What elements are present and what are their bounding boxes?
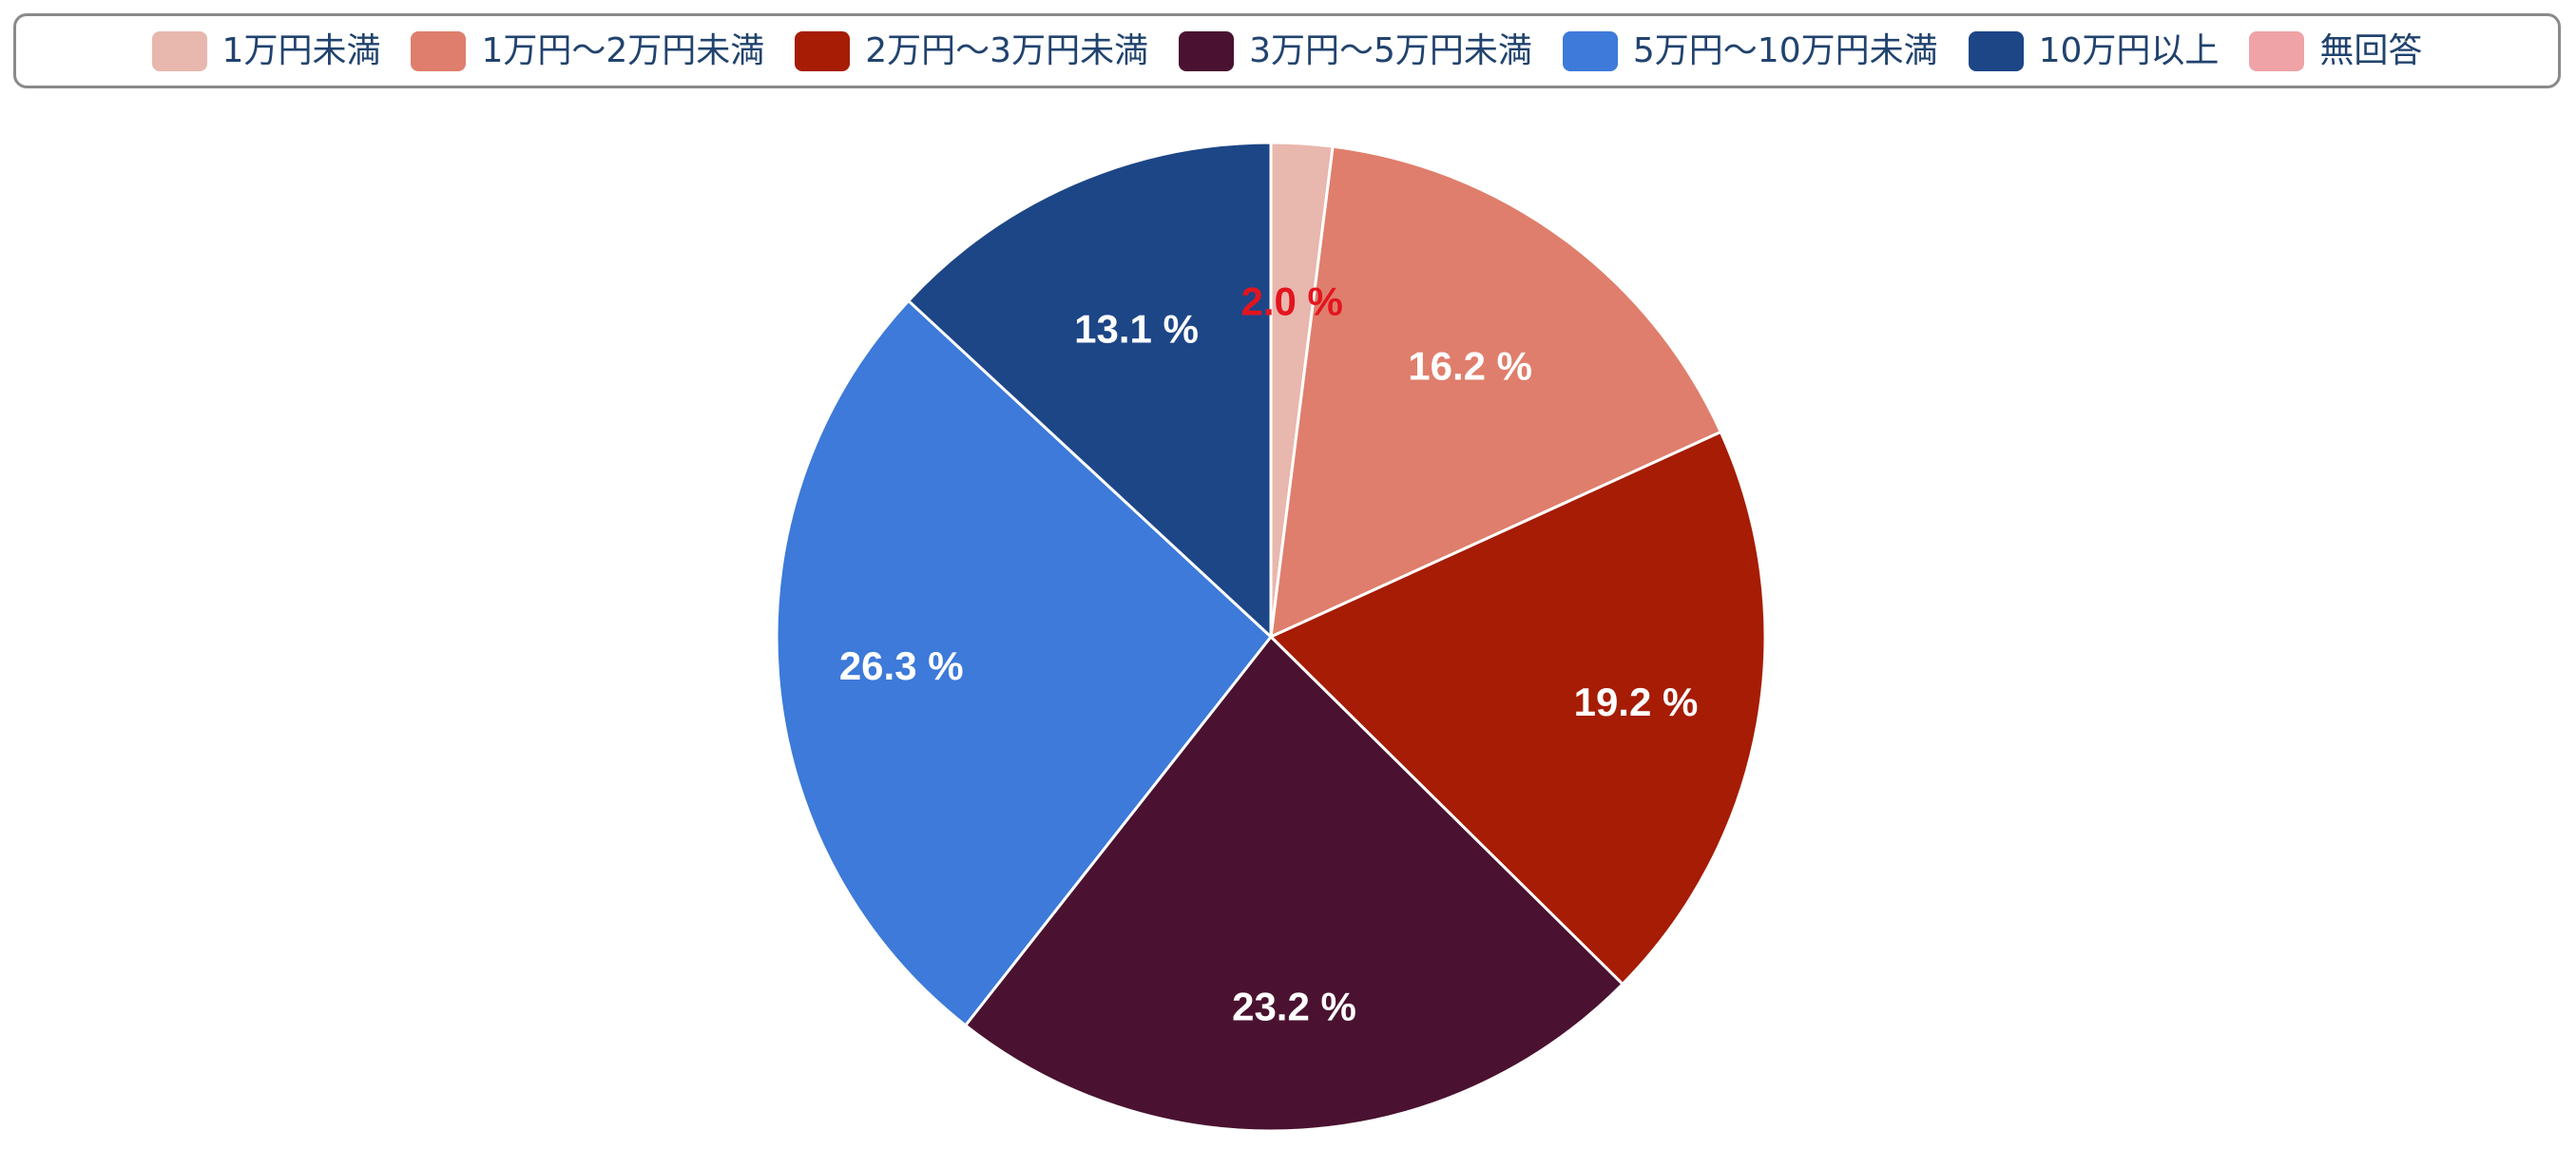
legend-swatch-0 — [151, 30, 207, 71]
chart-legend: 1万円未満 1万円〜2万円未満 2万円〜3万円未満 3万円〜5万円未満 5万円〜10万円… — [13, 13, 2561, 88]
legend-item-6[interactable]: 無回答 — [2249, 30, 2423, 71]
pie-slice-3[interactable] — [964, 635, 1624, 1133]
legend-item-2[interactable]: 2万円〜3万円未満 — [795, 30, 1149, 71]
legend-label-1: 1万円〜2万円未満 — [481, 30, 765, 70]
legend-swatch-6 — [2249, 30, 2305, 71]
legend-swatch-2 — [795, 30, 851, 71]
legend-item-0[interactable]: 1万円未満 — [151, 30, 381, 71]
pie-slice-4[interactable] — [775, 298, 1273, 1027]
legend-swatch-4 — [1562, 30, 1618, 71]
legend-label-3: 3万円〜5万円未満 — [1249, 30, 1532, 70]
legend-item-1[interactable]: 1万円〜2万円未満 — [411, 30, 765, 71]
legend-label-4: 5万円〜10万円未満 — [1632, 30, 1938, 70]
slice-value-label-4: 26.3 % — [839, 643, 964, 688]
slice-value-label-2: 19.2 % — [1574, 680, 1699, 724]
slice-value-label-0: 2.0 % — [1240, 279, 1342, 324]
legend-item-3[interactable]: 3万円〜5万円未満 — [1179, 30, 1532, 71]
legend-label-5: 10万円以上 — [2038, 30, 2220, 70]
legend-label-0: 1万円未満 — [221, 30, 381, 70]
legend-item-5[interactable]: 10万円以上 — [1968, 30, 2220, 71]
pie-slice-5[interactable] — [907, 141, 1273, 639]
legend-swatch-3 — [1179, 30, 1235, 71]
legend-item-4[interactable]: 5万円〜10万円未満 — [1562, 30, 1938, 71]
legend-swatch-1 — [411, 30, 467, 71]
legend-swatch-5 — [1968, 30, 2024, 71]
legend-label-2: 2万円〜3万円未満 — [865, 30, 1149, 70]
slice-value-label-3: 23.2 % — [1232, 985, 1356, 1029]
slice-value-label-5: 13.1 % — [1074, 306, 1199, 351]
legend-label-6: 無回答 — [2319, 30, 2423, 70]
pie-slice-2[interactable] — [1269, 431, 1767, 986]
slice-value-label-1: 16.2 % — [1408, 344, 1532, 389]
pie-slice-1[interactable] — [1269, 144, 1722, 639]
